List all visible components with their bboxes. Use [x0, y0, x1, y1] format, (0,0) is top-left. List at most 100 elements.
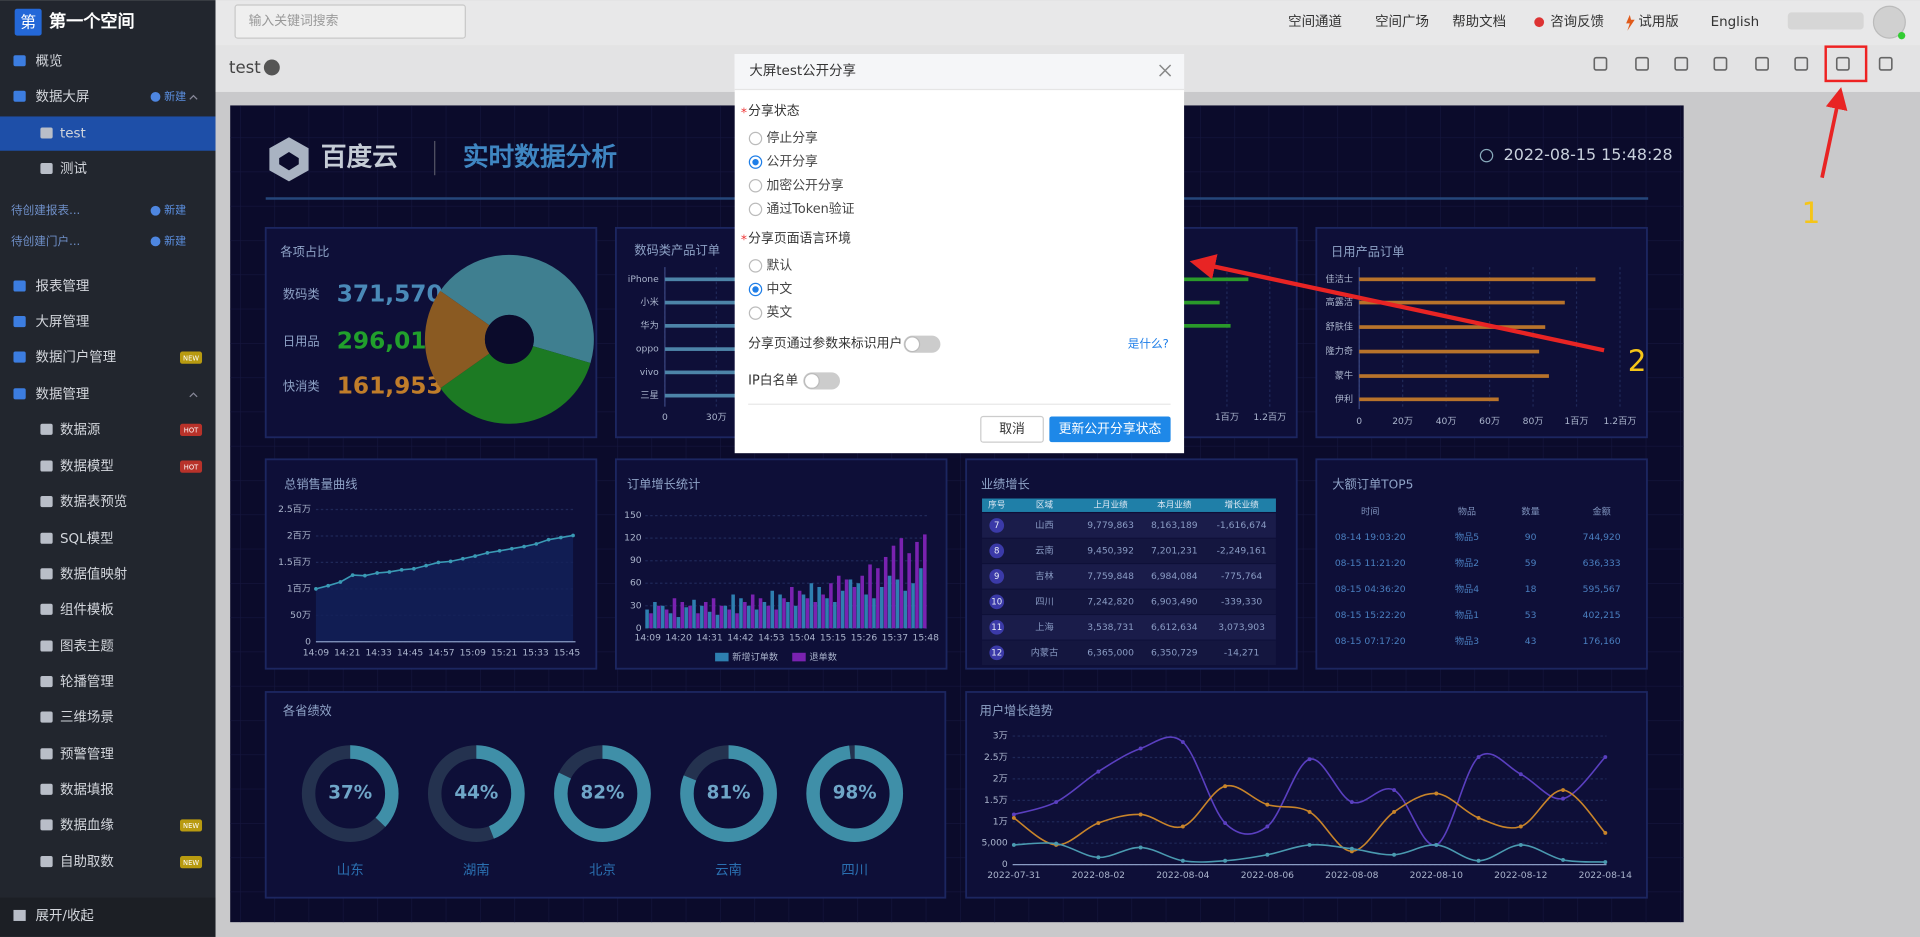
bar [805, 598, 810, 629]
point [1096, 821, 1101, 826]
column-header: 金额 [1592, 505, 1610, 517]
menu-item[interactable]: test [60, 127, 86, 142]
radio[interactable] [748, 259, 763, 273]
point [1223, 858, 1228, 863]
panel [965, 691, 1648, 899]
radio[interactable] [748, 306, 763, 320]
menu-item[interactable]: 测试 [60, 161, 87, 177]
menu-item[interactable]: 大屏管理 [36, 314, 90, 330]
radio-label[interactable]: 通过Token验证 [767, 201, 855, 217]
close-icon[interactable] [1159, 64, 1172, 77]
menu-item[interactable]: 数据填报 [60, 782, 114, 798]
nav-link[interactable]: 空间广场 [1375, 14, 1429, 30]
radio[interactable] [748, 202, 763, 217]
bar [903, 590, 908, 629]
cell: 08-14 19:03:20 [1335, 532, 1406, 543]
bar [840, 590, 845, 629]
menu-item[interactable]: 数据源 [60, 422, 100, 438]
cell: 595,567 [1583, 584, 1621, 595]
search-placeholder: 输入关键词搜索 [249, 13, 339, 29]
menu-item[interactable]: 自助取数 [60, 854, 114, 870]
tool-icon[interactable] [1794, 56, 1809, 71]
menu-item[interactable]: 报表管理 [36, 279, 90, 295]
nav-link[interactable]: 空间通道 [1288, 14, 1342, 30]
tool-icon[interactable] [1878, 56, 1893, 71]
menu-item[interactable]: 轮播管理 [60, 674, 114, 690]
nav-link[interactable]: 试用版 [1638, 14, 1678, 30]
cancel-button[interactable] [980, 415, 1044, 443]
radio[interactable] [748, 179, 763, 193]
menu-item[interactable]: 预警管理 [60, 746, 114, 762]
radio-label[interactable]: 中文 [767, 282, 793, 297]
tool-icon[interactable] [1593, 56, 1608, 71]
radio[interactable] [748, 131, 763, 146]
menu-item[interactable]: 数据血缘 [60, 817, 114, 833]
point [1265, 852, 1270, 857]
logo: 第 [20, 12, 36, 31]
menu-item[interactable]: 待创建门户... [11, 234, 80, 248]
menu-icon [13, 316, 26, 328]
new-link[interactable]: 新建 [164, 203, 186, 217]
submit-label[interactable]: 更新公开分享状态 [1059, 421, 1162, 437]
cell: -2,249,161 [1217, 545, 1267, 556]
menu-item[interactable]: 数据管理 [36, 386, 90, 402]
menu-item[interactable]: 数据值映射 [60, 566, 127, 582]
x-tick-label: 2022-08-14 [1579, 870, 1632, 881]
menu-item[interactable]: 概览 [36, 53, 63, 69]
menu-item[interactable]: 数据大屏 [36, 89, 90, 105]
menu-item[interactable]: 组件模板 [60, 602, 114, 618]
column-header: 本月业绩 [1157, 499, 1192, 511]
panel-title: 订单增长统计 [627, 477, 700, 492]
radio-label[interactable]: 加密公开分享 [767, 177, 844, 193]
x-tick-label: 0 [662, 412, 668, 423]
gauge-label: 44% [454, 783, 498, 804]
menu-item[interactable]: 三维场景 [60, 710, 114, 726]
submit-button[interactable] [1049, 416, 1171, 443]
search-box[interactable] [234, 4, 466, 39]
menu-item[interactable]: SQL模型 [60, 531, 114, 547]
y-tick-label: 2万 [993, 773, 1008, 784]
tool-icon[interactable] [1674, 56, 1689, 71]
panel-title: 各省绩效 [283, 703, 332, 718]
tool-icon[interactable] [1635, 56, 1649, 71]
cancel-label[interactable]: 取消 [999, 422, 1025, 437]
menu-item[interactable]: 图表主题 [60, 639, 114, 655]
menu-item[interactable]: 数据门户管理 [36, 349, 117, 366]
radio-dot [752, 286, 759, 293]
help-link[interactable]: 是什么? [1128, 337, 1169, 351]
radio-label[interactable]: 默认 [767, 257, 793, 273]
cell: 物品5 [1455, 531, 1479, 543]
radio-label[interactable]: 公开分享 [767, 154, 819, 170]
nav-link[interactable]: English [1711, 15, 1760, 30]
toggle[interactable]: 展开/收起 [36, 908, 95, 924]
menu-item[interactable]: 数据表预览 [60, 494, 127, 510]
radio-label[interactable]: 停止分享 [767, 130, 819, 146]
new-link[interactable]: 新建 [164, 89, 186, 103]
radio-label[interactable]: 英文 [767, 306, 793, 321]
menu-icon [40, 819, 53, 831]
nav-link[interactable]: 咨询反馈 [1550, 14, 1604, 30]
tool-icon[interactable] [1713, 56, 1728, 71]
bar [907, 553, 911, 629]
cell: -775,764 [1221, 571, 1262, 582]
required-mark: * [741, 105, 747, 119]
panel-title: 业绩增长 [981, 477, 1030, 492]
menu-icon [40, 532, 53, 544]
tool-icon[interactable] [1835, 56, 1850, 71]
modal-title: 大屏test公开分享 [749, 62, 856, 79]
menu-item[interactable]: 待创建报表... [11, 203, 80, 217]
rank-badge [989, 619, 1005, 635]
cell: 53 [1525, 610, 1537, 621]
new-link[interactable]: 新建 [164, 233, 186, 247]
category-label: 华为 [640, 319, 658, 331]
table-row [982, 640, 1276, 666]
tool-icon[interactable] [1755, 56, 1769, 71]
nav-link[interactable]: 帮助文档 [1452, 14, 1506, 30]
x-tick-label: 30万 [706, 412, 727, 423]
cell: 08-15 11:21:20 [1335, 558, 1406, 569]
menu-item[interactable]: 数据模型 [60, 459, 114, 475]
cell: -1,616,674 [1217, 520, 1267, 531]
bar [821, 594, 825, 629]
cell: 四川 [1035, 596, 1053, 607]
menu-icon [40, 676, 53, 688]
